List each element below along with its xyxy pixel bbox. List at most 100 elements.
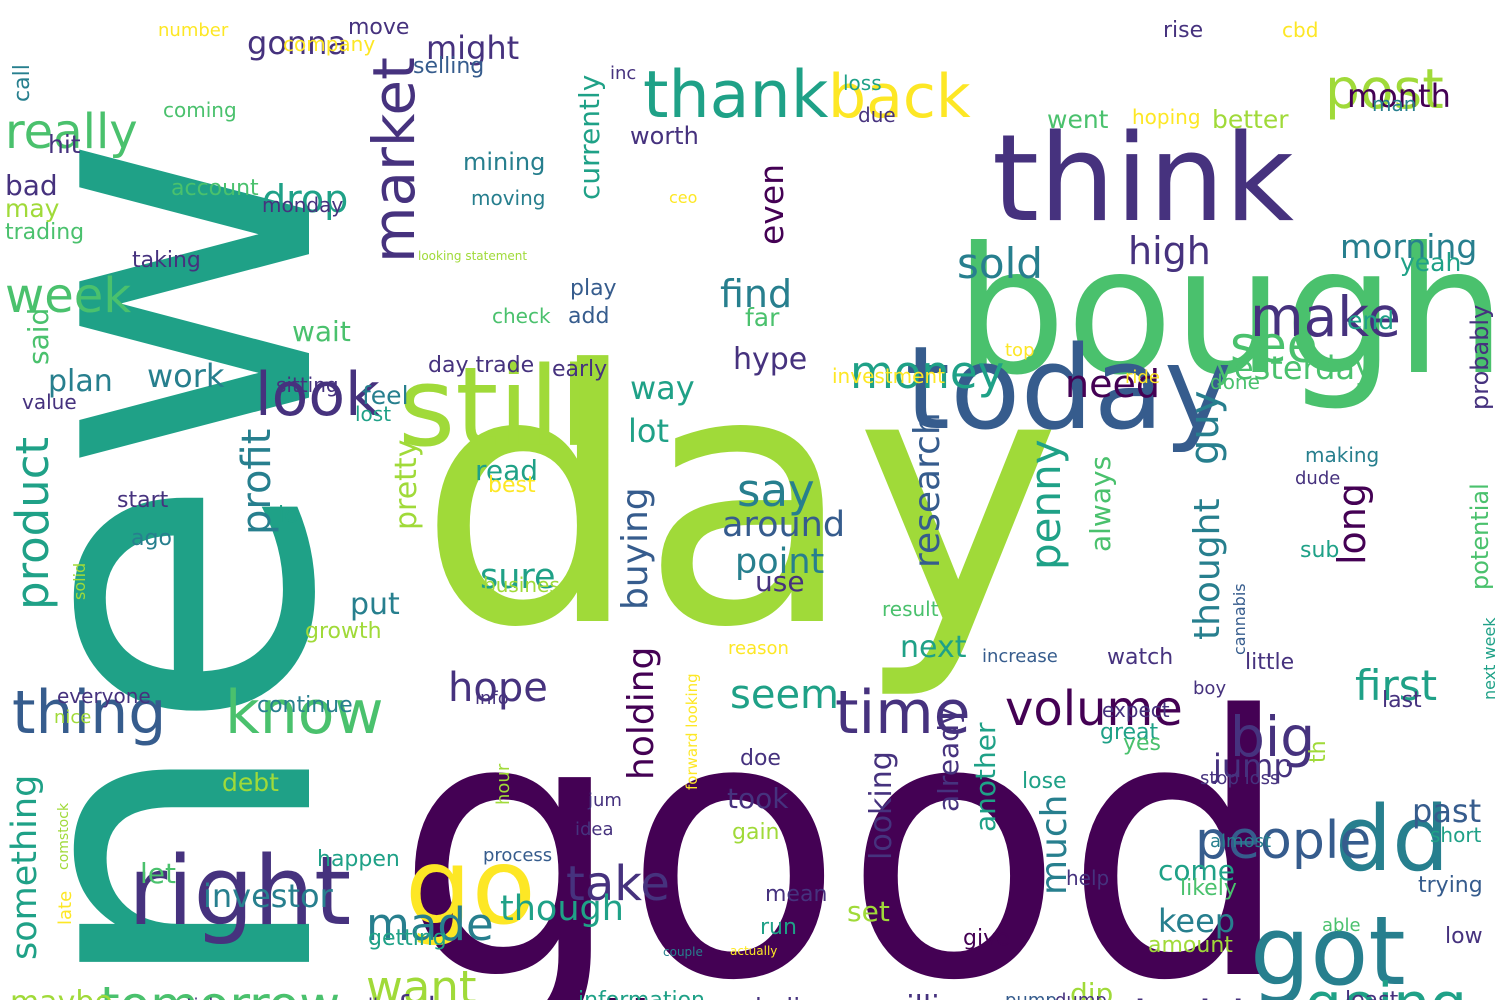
word-value: value xyxy=(22,390,77,414)
word-morning: morning xyxy=(1340,227,1478,266)
word-selling: selling xyxy=(413,54,485,79)
word-seem: seem xyxy=(730,672,840,718)
word-come: come xyxy=(1158,854,1236,887)
word-stop-loss: stop loss xyxy=(1200,768,1280,789)
word-right: right xyxy=(128,837,352,947)
word-said: said xyxy=(22,307,55,365)
word-wait: wait xyxy=(292,315,351,348)
word-cannabis: cannabis xyxy=(1230,583,1249,655)
word-past: past xyxy=(1412,792,1482,830)
word-drop: drop xyxy=(262,177,349,221)
word-likely: likely xyxy=(1180,876,1237,901)
word-due: due xyxy=(858,103,896,127)
word-best: best xyxy=(488,473,536,498)
word-lost: lost xyxy=(355,402,392,426)
word-research: research xyxy=(907,412,948,568)
word-holding: holding xyxy=(621,646,662,780)
word-le: le xyxy=(278,503,298,528)
word-day-trade: day trade xyxy=(428,353,535,378)
word-back: back xyxy=(828,62,971,132)
word-ceo: ceo xyxy=(669,188,698,207)
word-around: around xyxy=(722,505,846,545)
word-give: give xyxy=(963,926,1010,951)
word-post: post xyxy=(1325,57,1444,121)
word-pretty: pretty xyxy=(389,439,424,530)
word-say: say xyxy=(737,464,815,517)
word-look: look xyxy=(255,360,380,430)
word-money: money xyxy=(850,346,1005,399)
word-million: million xyxy=(877,993,977,1000)
word-penny: penny xyxy=(1021,439,1070,570)
word-add: add xyxy=(568,304,610,329)
word-dude: dude xyxy=(1295,468,1341,489)
word-something: something xyxy=(5,774,45,960)
word-sitting: sitting xyxy=(276,373,339,397)
word-amount: amount xyxy=(1148,933,1233,958)
word-put: put xyxy=(350,587,400,622)
word-point: point xyxy=(735,542,825,582)
word-debt: debt xyxy=(222,768,279,797)
word-short: short xyxy=(1430,823,1482,847)
word-dump: dump xyxy=(1055,992,1107,1000)
word-yeah: yeah xyxy=(1400,248,1462,277)
word-making: making xyxy=(1305,443,1380,467)
word-bad: bad xyxy=(5,169,58,202)
word-idea: idea xyxy=(575,819,614,840)
word-increase: increase xyxy=(982,646,1058,667)
word-well: well xyxy=(785,995,1004,1000)
word-lot: lot xyxy=(628,412,670,450)
word-another: another xyxy=(969,722,1002,833)
word-find: find xyxy=(720,272,793,316)
word-coming: coming xyxy=(163,98,237,122)
word-currently: currently xyxy=(573,74,606,200)
word-way: way xyxy=(630,369,695,407)
word-couple: couple xyxy=(663,945,703,959)
word-boy: boy xyxy=(1193,678,1227,699)
word-man: man xyxy=(1372,92,1417,116)
word-week: week xyxy=(5,268,132,324)
word-gain: gain xyxy=(732,820,780,845)
word-went: went xyxy=(1047,105,1109,134)
word-done: done xyxy=(1210,370,1260,394)
word-info: info xyxy=(475,688,509,709)
word-actually: actually xyxy=(730,944,778,958)
word-jump: jump xyxy=(1213,747,1294,785)
word-top: top xyxy=(1005,340,1035,361)
word-may: may xyxy=(5,194,60,223)
word-made: made xyxy=(366,898,494,951)
word-continue: continue xyxy=(257,693,353,718)
word-investor: investor xyxy=(203,877,333,915)
word-took: took xyxy=(727,782,789,815)
word-better: better xyxy=(1212,105,1289,134)
word-run: run xyxy=(760,915,797,940)
word-always: always xyxy=(1084,455,1117,552)
word-call: call xyxy=(10,64,35,102)
word-profit: profit xyxy=(234,428,280,535)
word-article: article xyxy=(168,997,224,1000)
word-comstock: comstock xyxy=(56,802,72,870)
word-cbd: cbd xyxy=(1282,18,1319,42)
word-looking-statement: looking statement xyxy=(418,249,528,263)
word-good: good xyxy=(395,640,1293,1000)
word-move: move xyxy=(348,15,410,40)
word-hope: hope xyxy=(448,665,548,711)
word-rise: rise xyxy=(1163,18,1204,43)
word-everyone: everyone xyxy=(57,684,151,708)
word-watch: watch xyxy=(1107,645,1174,670)
word-company: company xyxy=(283,32,376,56)
word-let: let xyxy=(140,857,176,890)
word-hold: hold xyxy=(1133,995,1245,1000)
word-even: even xyxy=(752,163,791,245)
word-guy: guy xyxy=(1182,390,1228,465)
word-think: think xyxy=(992,110,1294,249)
word-hit: hit xyxy=(48,130,81,159)
word-end: end xyxy=(1347,306,1395,335)
word-buying: buying xyxy=(615,487,656,610)
word-information: information xyxy=(578,990,705,1000)
word-hoping: hoping xyxy=(1132,105,1201,129)
word-see: see xyxy=(1230,316,1318,374)
word-number: number xyxy=(158,20,229,41)
word-hype: hype xyxy=(733,342,808,377)
word-process: process xyxy=(483,845,553,866)
